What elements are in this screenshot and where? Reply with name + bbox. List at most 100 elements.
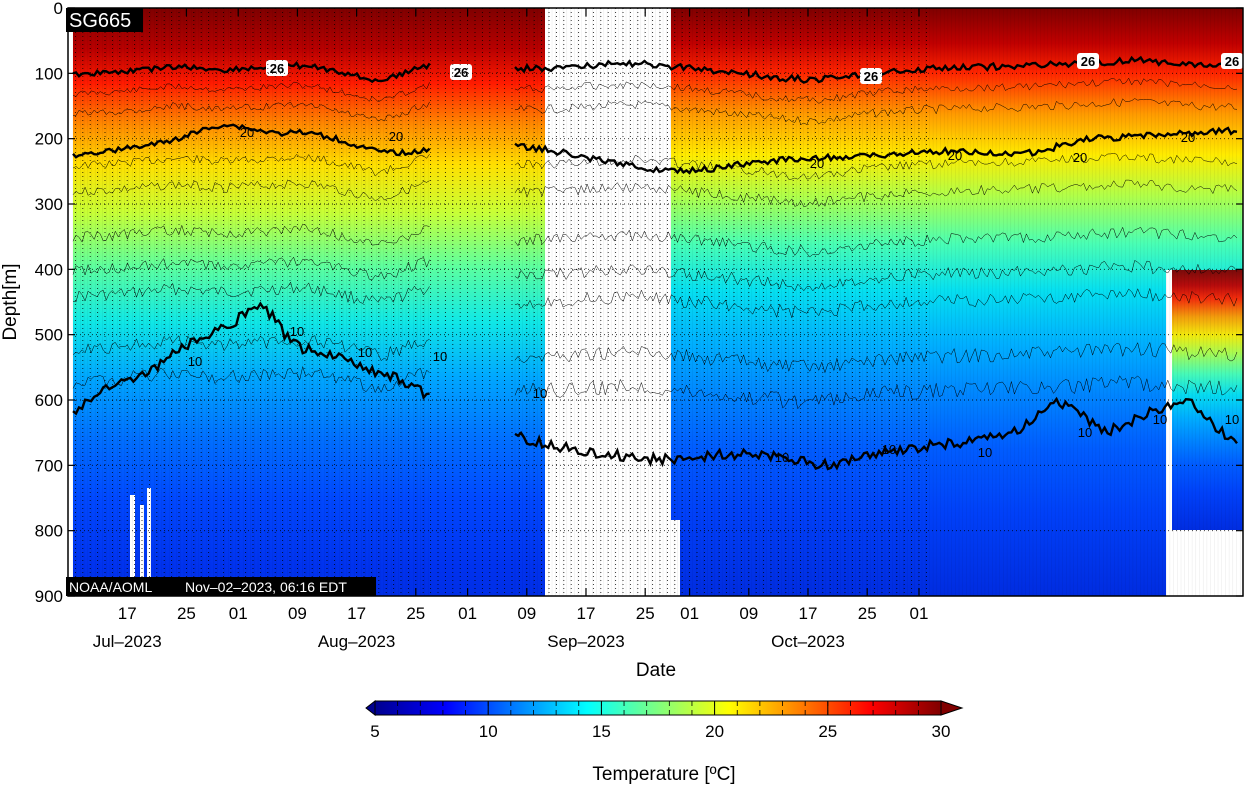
x-tick-label: 01 bbox=[458, 604, 477, 623]
isotherm-minor bbox=[72, 256, 430, 280]
isotherm-label: 20 bbox=[389, 129, 403, 144]
isotherm-label: 10 bbox=[358, 345, 372, 360]
isotherm-minor bbox=[72, 154, 430, 177]
x-tick-label: 25 bbox=[406, 604, 425, 623]
y-axis: 0 100 200 300 400 500 600 700 800 900 bbox=[35, 0, 1243, 606]
colorbar-tick-label: 10 bbox=[479, 722, 498, 741]
isotherm-label: 20 bbox=[948, 148, 962, 163]
glider-id: SG665 bbox=[69, 10, 131, 32]
x-month-label: Jul–2023 bbox=[93, 632, 162, 651]
isotherm-minor bbox=[514, 98, 1238, 125]
isotherm-minor bbox=[514, 179, 1238, 208]
isotherm-minor bbox=[72, 101, 430, 122]
y-tick-label: 400 bbox=[35, 260, 63, 279]
glider-id-badge bbox=[66, 8, 143, 32]
isotherm-minor bbox=[514, 226, 1238, 258]
temperature-heatmap bbox=[73, 8, 1243, 596]
isotherm-label: 10 bbox=[290, 324, 304, 339]
y-tick-label: 700 bbox=[35, 456, 63, 475]
y-tick-label: 900 bbox=[35, 587, 63, 606]
x-tick-label: 17 bbox=[799, 604, 818, 623]
x-tick-label: 17 bbox=[118, 604, 137, 623]
y-tick-label: 100 bbox=[35, 64, 63, 83]
x-tick-label: 01 bbox=[229, 604, 248, 623]
isotherm-20 bbox=[514, 126, 1238, 175]
isotherm-10 bbox=[72, 301, 430, 416]
isotherm-minor bbox=[72, 81, 430, 102]
isotherm-contours: 26 26 26 26 26 20 20 20 20 20 20 10 10 10 10 10 10 10 10 10… bbox=[72, 53, 1243, 471]
isotherm-minor bbox=[72, 335, 430, 361]
isotherm-label: 26 bbox=[1081, 54, 1095, 69]
data-gap-strip bbox=[147, 488, 151, 596]
isotherm-label-box bbox=[450, 64, 472, 80]
isotherm-label: 10 bbox=[1225, 412, 1239, 427]
isotherm-minor bbox=[514, 287, 1238, 319]
isotherm-label: 10 bbox=[188, 354, 202, 369]
isotherm-minor bbox=[72, 179, 430, 202]
x-tick-label: 09 bbox=[288, 604, 307, 623]
colorbar: 5 10 15 20 25 30 Temperature [ºC] bbox=[365, 699, 964, 785]
isotherm-minor bbox=[72, 223, 430, 246]
credit-badge bbox=[66, 577, 376, 596]
colorbar-tick-label: 25 bbox=[818, 722, 837, 741]
x-tick-label: 25 bbox=[636, 604, 655, 623]
isotherm-minor bbox=[514, 153, 1238, 180]
isotherm-label: 26 bbox=[454, 65, 468, 80]
isotherm-26 bbox=[72, 61, 431, 84]
plot-border bbox=[67, 7, 1244, 597]
credit-text: NOAA/AOML bbox=[69, 579, 152, 595]
isotherm-label: 20 bbox=[240, 125, 254, 140]
isotherm-label: 26 bbox=[270, 61, 284, 76]
isotherm-label: 26 bbox=[864, 69, 878, 84]
x-tick-label: 25 bbox=[858, 604, 877, 623]
colorbar-low-arrow bbox=[365, 699, 376, 717]
x-axis-title: Date bbox=[636, 660, 676, 681]
isotherm-label: 10 bbox=[533, 386, 547, 401]
isotherm-label: 20 bbox=[810, 156, 824, 171]
colorbar-tick-label: 15 bbox=[592, 722, 611, 741]
isotherm-minor bbox=[514, 375, 1238, 410]
colorbar-ticks: 5 10 15 20 25 30 bbox=[370, 701, 950, 741]
isotherm-label: 20 bbox=[1073, 150, 1087, 165]
x-month-label: Oct–2023 bbox=[771, 632, 845, 651]
x-tick-label: 09 bbox=[739, 604, 758, 623]
isotherm-label-box bbox=[1221, 53, 1243, 69]
colorbar-bar bbox=[374, 700, 942, 716]
colorbar-high-arrow bbox=[940, 700, 964, 716]
y-tick-label: 0 bbox=[54, 0, 63, 18]
isotherm-label: 20 bbox=[1181, 130, 1195, 145]
y-tick-label: 200 bbox=[35, 130, 63, 149]
isotherm-label: 10 bbox=[1078, 425, 1092, 440]
heatmap-segment-1 bbox=[73, 8, 545, 596]
y-tick-label: 500 bbox=[35, 326, 63, 345]
colorbar-title: Temperature [ºC] bbox=[592, 764, 735, 785]
isotherm-label: 10 bbox=[433, 349, 447, 364]
isotherm-minor bbox=[514, 260, 1238, 292]
isotherm-label: 10 bbox=[978, 445, 992, 460]
y-tick-label: 800 bbox=[35, 522, 63, 541]
x-tick-label: 09 bbox=[517, 604, 536, 623]
colorbar-tick-label: 5 bbox=[370, 722, 379, 741]
heatmap-segment-3 bbox=[1172, 270, 1243, 530]
y-tick-label: 300 bbox=[35, 195, 63, 214]
y-tick-label: 600 bbox=[35, 391, 63, 410]
y-axis-title: Depth[m] bbox=[0, 263, 21, 340]
isotherm-20 bbox=[72, 123, 431, 159]
x-tick-label: 17 bbox=[347, 604, 366, 623]
x-month-label: Sep–2023 bbox=[547, 632, 625, 651]
data-gap-strip bbox=[140, 505, 144, 596]
timestamp-text: Nov–02–2023, 06:16 EDT bbox=[185, 579, 347, 595]
x-tick-label: 01 bbox=[910, 604, 929, 623]
isotherm-label: 10 bbox=[882, 442, 896, 457]
colorbar-tick-label: 20 bbox=[705, 722, 724, 741]
x-tick-label: 25 bbox=[177, 604, 196, 623]
heatmap-segment-2 bbox=[671, 8, 1243, 596]
x-month-label: Aug–2023 bbox=[318, 632, 396, 651]
isotherm-10 bbox=[514, 396, 1238, 471]
isotherm-label-box bbox=[1077, 53, 1099, 69]
colorbar-tick-label: 30 bbox=[932, 722, 951, 741]
isotherm-minor bbox=[72, 281, 430, 305]
data-gap-strip bbox=[130, 495, 135, 596]
isotherm-minor bbox=[72, 365, 430, 394]
